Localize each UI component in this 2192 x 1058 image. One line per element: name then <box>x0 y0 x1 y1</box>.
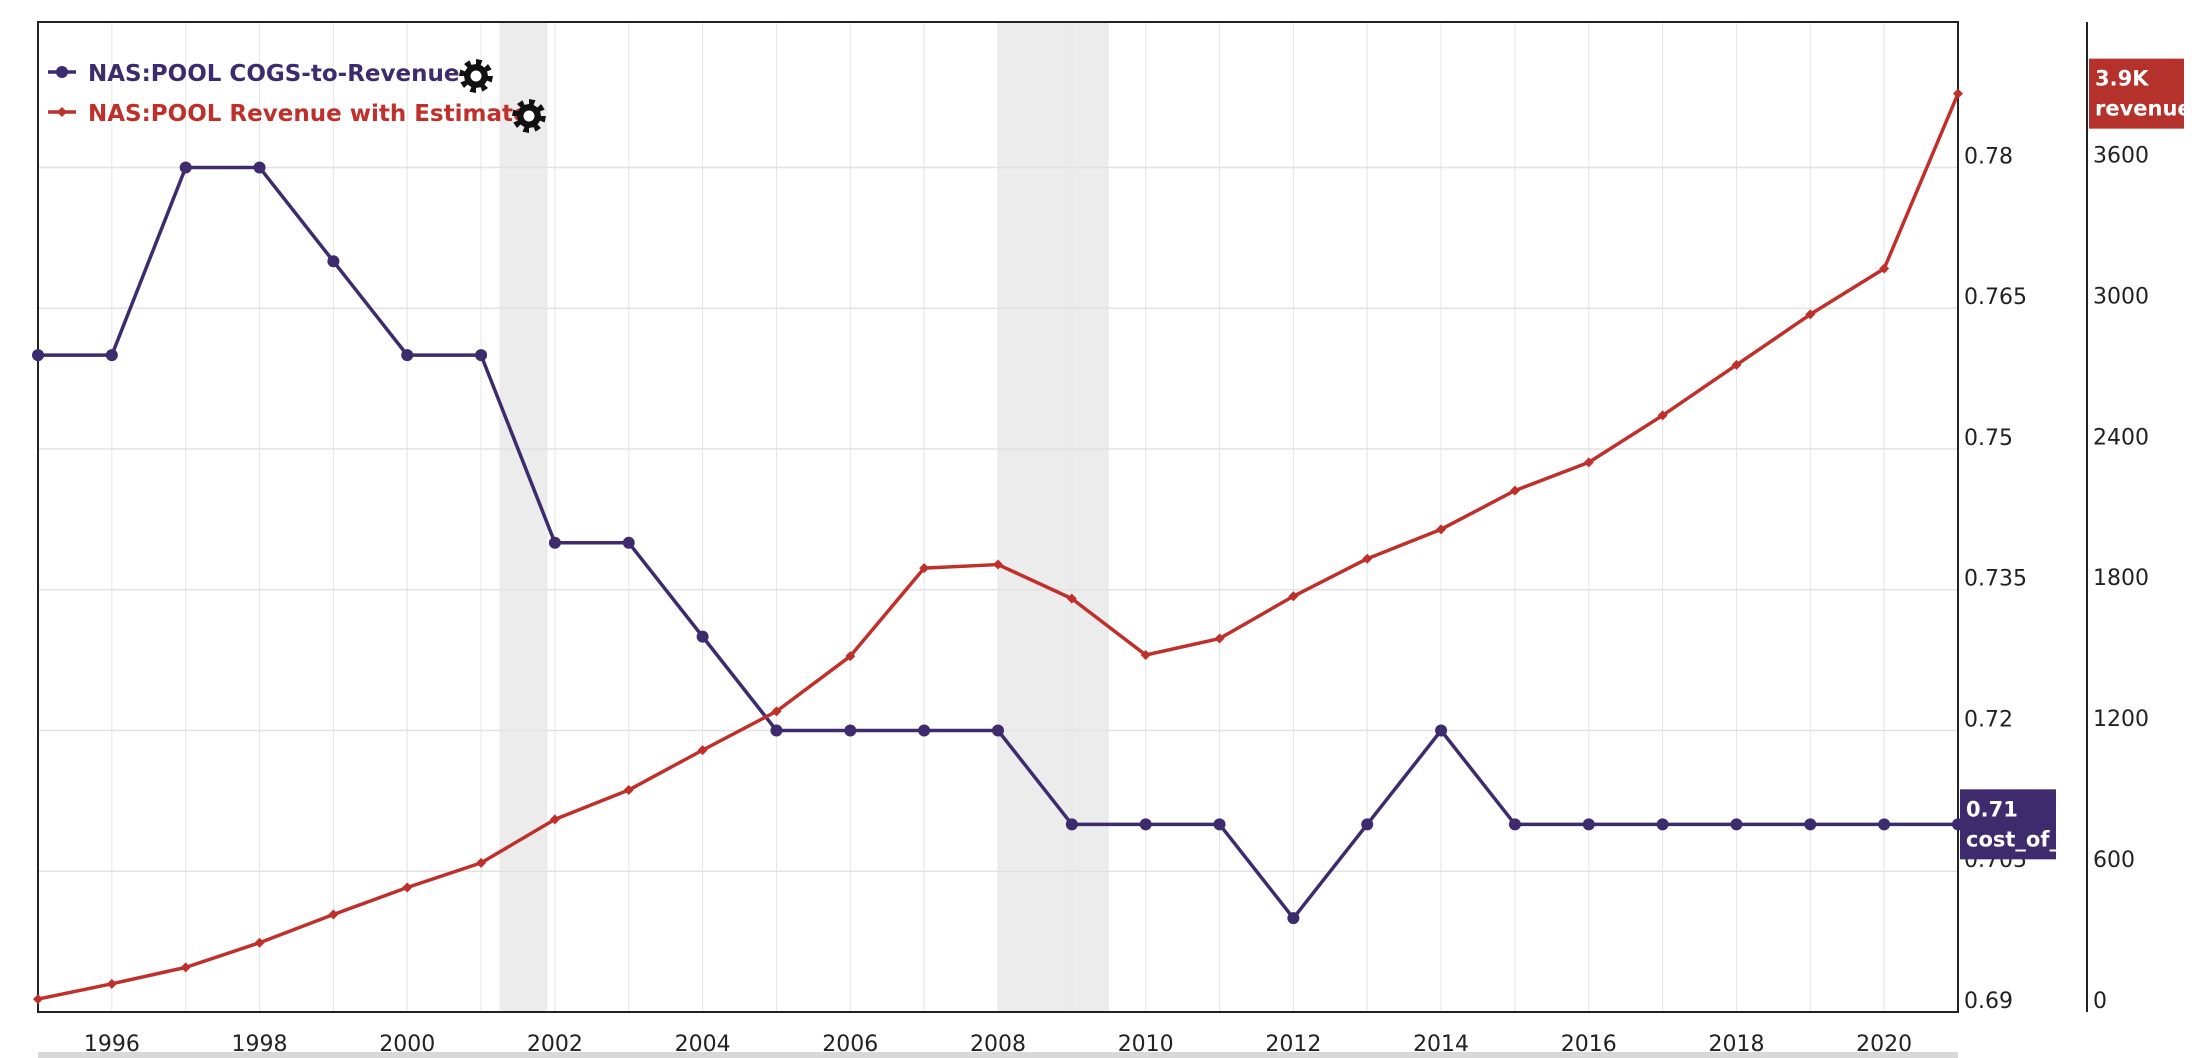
legend-label-1[interactable]: NAS:POOL Revenue with Estimate <box>88 101 529 127</box>
data-point <box>1582 818 1595 831</box>
end-value-tag-1: 0.71 cost_of_g <box>1960 789 2075 860</box>
tag-series-key: revenue_ <box>2095 97 2192 121</box>
y-right-tick-label: 3600 <box>2093 143 2149 168</box>
gridlines <box>38 22 1959 1013</box>
data-point <box>549 814 560 825</box>
data-point <box>105 349 118 362</box>
data-point <box>1065 818 1078 831</box>
y-left-tick-label: 0.75 <box>1964 426 2013 451</box>
recession-bands <box>499 22 1109 1012</box>
data-point <box>1731 359 1742 370</box>
data-point <box>32 349 44 362</box>
data-point <box>254 937 265 948</box>
legend: NAS:POOL COGS-to-Revenue NAS:POOL Revenue… <box>48 59 546 133</box>
data-point <box>696 630 709 643</box>
tag-series-key: cost_of_g <box>1966 827 2075 851</box>
data-point <box>770 724 783 737</box>
recession-band-0 <box>499 22 548 1012</box>
gear-icon[interactable] <box>459 59 493 93</box>
data-point <box>253 161 266 174</box>
data-point <box>919 563 930 574</box>
y-right-tick-label: 1800 <box>2093 566 2149 591</box>
tag-value: 0.71 <box>1966 797 2018 821</box>
data-point <box>623 785 634 796</box>
legend-marker <box>57 107 67 117</box>
data-point <box>697 745 708 756</box>
data-point <box>1287 912 1300 925</box>
y-left-tick-label: 0.69 <box>1964 989 2013 1014</box>
y-left-tick-label: 0.72 <box>1964 707 2013 732</box>
end-value-tag-0: 3.9K revenue_ <box>2089 58 2192 129</box>
tag-value: 3.9K <box>2095 67 2149 91</box>
plot-frame <box>37 21 1959 1013</box>
data-point <box>180 962 191 973</box>
data-point <box>1730 818 1743 831</box>
y-left-tick-label: 0.765 <box>1964 285 2027 310</box>
data-point <box>1288 591 1299 602</box>
end-value-tags: 3.9K revenue_ 0.71 cost_of_g <box>1960 58 2192 860</box>
data-point <box>328 909 339 920</box>
data-point <box>992 724 1004 737</box>
data-point <box>1879 263 1890 274</box>
data-point <box>327 255 340 268</box>
data-point <box>1953 88 1963 99</box>
data-point <box>1140 649 1151 660</box>
y-right-tick-label: 3000 <box>2093 284 2149 309</box>
data-point <box>1214 633 1225 644</box>
data-point <box>845 651 856 662</box>
data-point <box>33 994 43 1005</box>
data-point <box>1805 309 1816 320</box>
y-right-tick-label: 2400 <box>2093 425 2149 450</box>
data-point <box>1657 410 1668 421</box>
data-point <box>1436 524 1447 535</box>
data-point <box>844 724 857 737</box>
data-point <box>771 706 782 717</box>
data-point <box>1508 818 1521 831</box>
scrollbar-track[interactable] <box>38 1052 1958 1058</box>
data-point <box>548 536 561 549</box>
data-point <box>1066 593 1077 604</box>
data-point <box>1213 818 1226 831</box>
y-left-tick-label: 0.78 <box>1964 144 2013 169</box>
data-point <box>1435 724 1448 737</box>
data-point <box>1509 485 1520 496</box>
data-point <box>179 161 192 174</box>
data-point <box>475 349 488 362</box>
data-point <box>1804 818 1817 831</box>
data-point <box>476 857 487 868</box>
y-right-tick-label: 0 <box>2093 989 2107 1014</box>
data-point <box>1583 457 1594 468</box>
y-right-tick-label: 1200 <box>2093 707 2149 732</box>
y-right-tick-label: 600 <box>2093 848 2135 873</box>
data-point <box>622 536 635 549</box>
y-left-tick-label: 0.735 <box>1964 567 2027 592</box>
legend-marker <box>56 66 68 78</box>
series-lines <box>32 88 1964 1005</box>
data-point <box>1878 818 1891 831</box>
y-right-ticks: 0 600 1200 1800 2400 3000 3600 <box>2093 143 2149 1014</box>
recession-band-1 <box>998 22 1109 1012</box>
data-point <box>401 349 414 362</box>
legend-label-0[interactable]: NAS:POOL COGS-to-Revenue <box>88 61 459 87</box>
data-point <box>993 559 1003 570</box>
gear-icon[interactable] <box>512 99 546 133</box>
data-point <box>1139 818 1152 831</box>
data-point <box>402 882 413 893</box>
data-point <box>1656 818 1669 831</box>
data-point <box>1361 818 1374 831</box>
data-point <box>106 978 117 989</box>
data-point <box>918 724 931 737</box>
data-point <box>1362 553 1373 564</box>
